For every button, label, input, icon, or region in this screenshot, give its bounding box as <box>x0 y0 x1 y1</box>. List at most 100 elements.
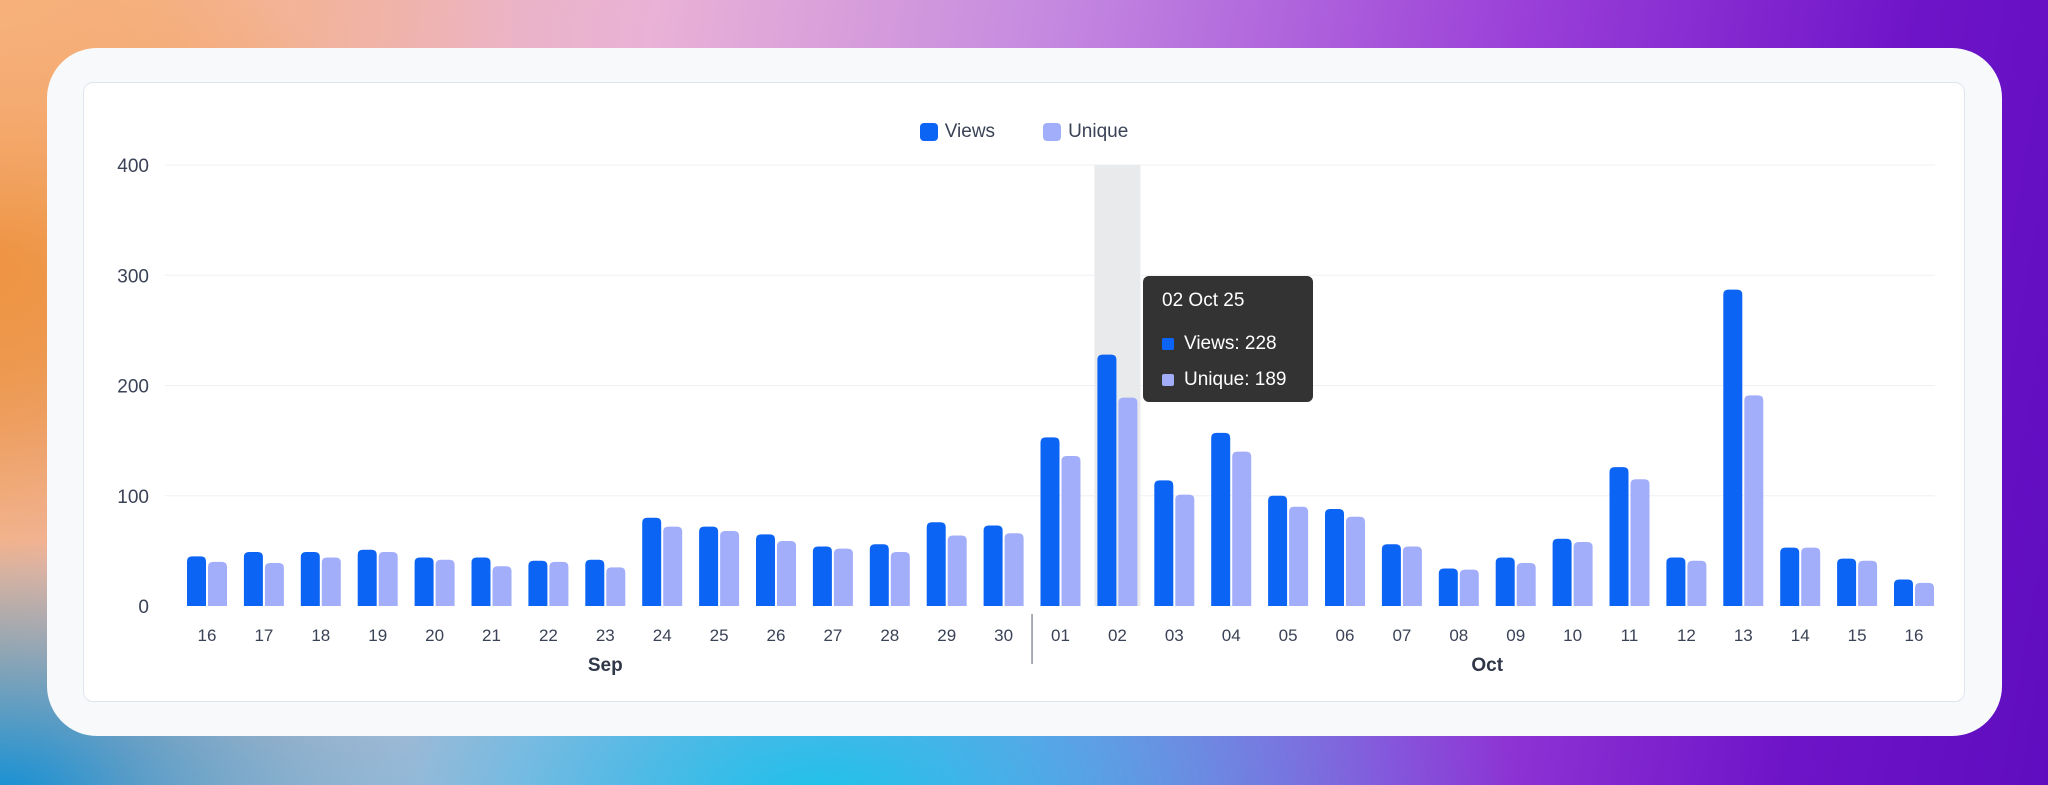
bar-unique <box>1801 547 1821 606</box>
bar-views <box>1495 557 1515 606</box>
chart-tooltip: 02 Oct 25 Views: 228 Unique: 189 <box>1143 276 1313 402</box>
bar-unique <box>1118 397 1138 606</box>
x-tick-label: 27 <box>823 626 842 645</box>
bar-views <box>471 557 491 606</box>
bar-unique <box>1459 569 1479 606</box>
bar-views <box>187 556 206 606</box>
x-tick-label: 07 <box>1392 626 1411 645</box>
bar-unique <box>947 535 967 606</box>
bar-unique <box>1573 542 1593 606</box>
x-tick-label: 06 <box>1336 626 1355 645</box>
bar-group <box>585 559 626 606</box>
bar-views <box>812 546 832 606</box>
bar-views <box>1325 508 1344 606</box>
bar-views <box>1552 538 1572 606</box>
bar-unique <box>1232 451 1252 606</box>
bar-group <box>187 556 227 606</box>
x-tick-label: 20 <box>425 626 444 645</box>
bar-group <box>243 551 284 606</box>
x-tick-label: 04 <box>1222 626 1241 645</box>
y-tick-label: 300 <box>117 266 149 287</box>
bar-unique <box>720 531 740 606</box>
x-tick-label: 18 <box>311 626 330 645</box>
bar-unique <box>777 540 796 606</box>
bar-unique <box>321 557 341 606</box>
bar-unique <box>1175 494 1195 606</box>
bar-views <box>1097 354 1117 606</box>
bar-unique <box>492 566 512 606</box>
bar-group <box>414 557 455 606</box>
x-tick-label: 17 <box>254 626 273 645</box>
bar-unique <box>1061 456 1081 606</box>
bar-unique <box>208 561 227 606</box>
bar-unique <box>663 526 683 606</box>
bar-group <box>926 522 967 606</box>
tooltip-title: 02 Oct 25 <box>1162 290 1245 311</box>
y-tick-label: 400 <box>117 156 149 177</box>
bar-views <box>642 517 662 606</box>
bar-group <box>1097 354 1138 606</box>
bar-group <box>1154 480 1195 606</box>
bar-group <box>699 526 740 606</box>
legend-item-views[interactable]: Views <box>919 121 996 143</box>
bar-unique <box>1346 516 1365 606</box>
bar-views <box>1780 547 1800 606</box>
x-tick-label: 21 <box>482 626 501 645</box>
x-tick-label: 29 <box>937 626 956 645</box>
x-tick-label: 01 <box>1051 626 1070 645</box>
tooltip-dot-views <box>1162 338 1174 350</box>
bar-views <box>1666 557 1686 606</box>
bar-views <box>983 525 1003 606</box>
bar-unique <box>1915 582 1934 606</box>
bar-group <box>812 546 853 606</box>
bar-group <box>1325 508 1365 606</box>
legend-item-unique[interactable]: Unique <box>1043 121 1128 143</box>
bar-views <box>1211 432 1231 606</box>
x-tick-label: 08 <box>1449 626 1468 645</box>
bar-views <box>869 544 889 606</box>
bar-group <box>1837 558 1878 606</box>
x-tick-label: 03 <box>1165 626 1184 645</box>
bar-group <box>1438 568 1479 606</box>
bar-unique <box>1744 395 1764 606</box>
month-label: Sep <box>588 655 623 676</box>
bar-views <box>756 534 775 606</box>
bar-unique <box>1687 560 1707 606</box>
x-tick-label: 11 <box>1621 626 1639 645</box>
bar-group <box>471 557 512 606</box>
bar-views <box>1723 289 1743 606</box>
x-tick-label: 26 <box>767 626 786 645</box>
bar-views <box>585 559 605 606</box>
bar-group <box>869 544 910 606</box>
x-tick-label: 28 <box>880 626 899 645</box>
x-tick-label: 25 <box>710 626 729 645</box>
bar-group <box>1495 557 1536 606</box>
legend-swatch-unique <box>1043 123 1062 141</box>
bar-group <box>983 525 1024 606</box>
bar-unique <box>1516 563 1536 606</box>
legend-label-views: Views <box>944 121 996 142</box>
bar-group <box>357 549 398 606</box>
x-tick-label: 05 <box>1279 626 1298 645</box>
y-tick-label: 0 <box>138 597 149 618</box>
bar-unique <box>1289 506 1309 606</box>
bar-views <box>1837 558 1857 606</box>
x-tick-label: 10 <box>1563 626 1582 645</box>
bar-unique <box>890 551 910 606</box>
bar-unique <box>1630 479 1650 606</box>
bar-views <box>1268 495 1288 606</box>
x-tick-label: 22 <box>539 626 558 645</box>
legend-label-unique: Unique <box>1068 121 1129 142</box>
bar-group <box>642 517 683 606</box>
bar-views <box>528 560 548 606</box>
x-tick-label: 02 <box>1108 626 1127 645</box>
x-tick-label: 30 <box>994 626 1013 645</box>
bar-views <box>1040 437 1060 606</box>
month-label: Oct <box>1471 655 1503 676</box>
bar-views <box>414 557 434 606</box>
bar-group <box>1723 289 1764 606</box>
x-tick-label: 15 <box>1848 626 1867 645</box>
tooltip-row-views: Views: 228 <box>1162 326 1313 362</box>
bar-group <box>1609 467 1650 606</box>
